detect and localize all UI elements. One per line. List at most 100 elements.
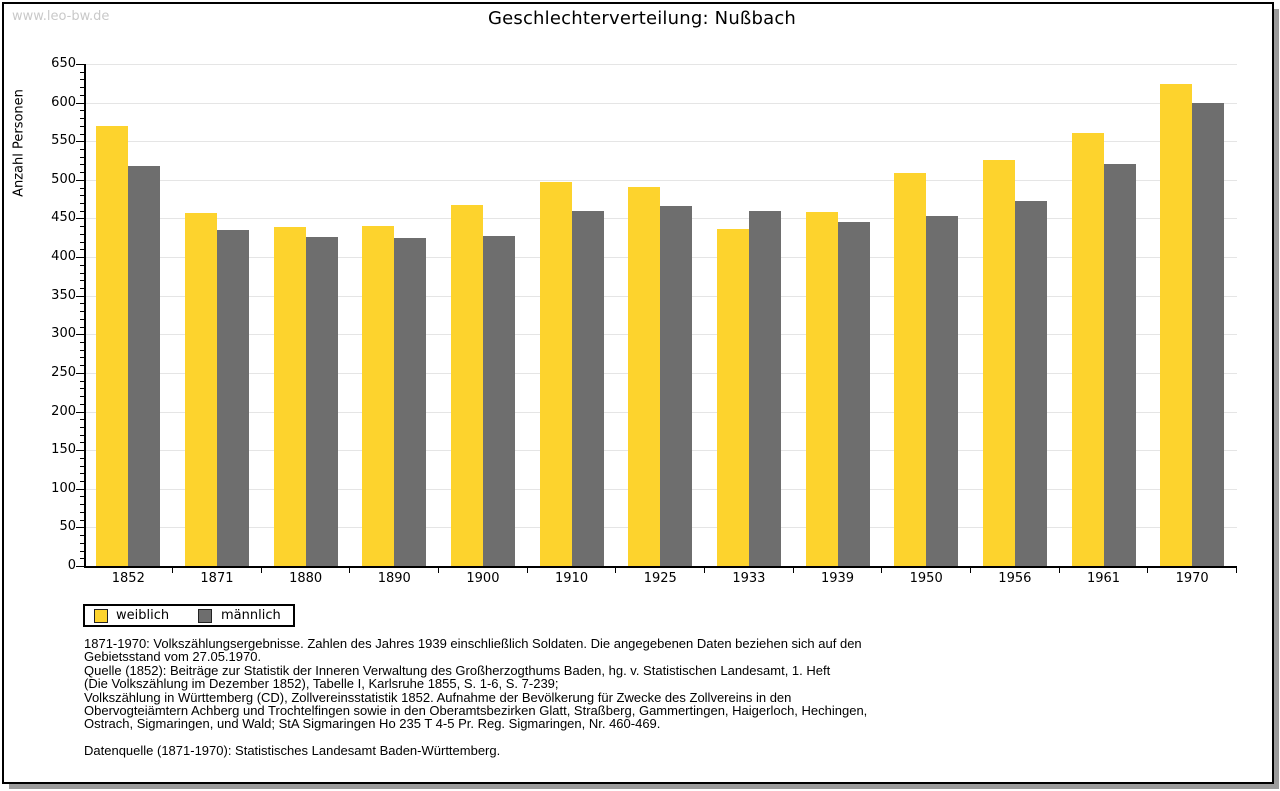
bar-maennlich-1961 (1103, 164, 1136, 566)
chart-title: Geschlechterverteilung: Nußbach (487, 8, 797, 29)
bar-maennlich-1880 (305, 236, 338, 566)
y-tick-minor (80, 357, 84, 359)
y-tick-minor (80, 79, 84, 81)
y-tick-minor (80, 326, 84, 328)
y-tick-minor (80, 496, 84, 498)
y-tick-label: 500 (51, 171, 76, 187)
y-tick-label: 250 (51, 364, 76, 380)
bar-weiblich-1880 (273, 226, 306, 566)
legend: weiblich männlich (83, 604, 295, 627)
y-tick-label: 200 (51, 403, 76, 419)
bar-maennlich-1900 (482, 236, 515, 566)
x-tick-label: 1852 (111, 571, 145, 586)
y-tick-major (76, 64, 84, 65)
x-tick (526, 567, 528, 573)
y-tick-minor (80, 511, 84, 513)
bar-weiblich-1961 (1071, 132, 1104, 566)
bar-maennlich-1871 (216, 230, 249, 566)
y-tick-label: 150 (51, 442, 76, 458)
y-tick-minor (80, 172, 84, 174)
bar-weiblich-1890 (362, 226, 395, 566)
x-tick (881, 567, 883, 573)
bar-weiblich-1910 (539, 182, 572, 566)
y-tick-major (76, 179, 84, 181)
bar-maennlich-1910 (571, 210, 604, 566)
gridline (85, 141, 1237, 143)
datasource-line: Datenquelle (1871-1970): Statistisches L… (84, 743, 501, 759)
x-axis-line (84, 566, 1237, 568)
y-tick-label: 50 (59, 519, 76, 535)
x-tick-label: 1880 (289, 571, 323, 586)
y-tick-minor (80, 118, 84, 120)
y-tick-minor (80, 403, 84, 405)
x-tick-label: 1890 (377, 571, 411, 586)
y-tick-major (76, 411, 84, 413)
y-tick-label: 300 (51, 326, 76, 342)
bar-maennlich-1950 (926, 216, 959, 566)
y-tick-minor (80, 280, 84, 282)
x-tick (438, 567, 440, 573)
y-tick-minor (80, 419, 84, 421)
legend-swatch-weiblich (94, 609, 108, 623)
bar-weiblich-1871 (184, 213, 217, 566)
x-tick (792, 567, 794, 573)
y-tick-minor (80, 426, 84, 428)
y-tick-minor (80, 187, 84, 189)
y-tick-minor (80, 110, 84, 112)
x-tick-label: 1925 (643, 571, 677, 586)
x-tick (704, 567, 706, 573)
y-tick-minor (80, 457, 84, 459)
y-tick-minor (80, 519, 84, 521)
y-tick-label: 650 (51, 56, 76, 71)
y-tick-minor (80, 365, 84, 367)
y-tick-minor (80, 396, 84, 398)
y-tick-major (76, 372, 84, 374)
bar-weiblich-1939 (805, 212, 838, 566)
x-tick-label: 1939 (820, 571, 855, 586)
bar-maennlich-1956 (1014, 200, 1047, 566)
x-tick-label: 1950 (909, 571, 943, 586)
bar-maennlich-1933 (748, 210, 781, 566)
bar-weiblich-1956 (982, 159, 1015, 566)
bar-weiblich-1950 (894, 172, 927, 566)
plot-area: 0 50 100 150 200 250 300 350 400 450 500 550 600 650 1… (4, 4, 1280, 786)
y-tick-minor (80, 318, 84, 320)
y-tick-minor (80, 349, 84, 351)
y-tick-major (76, 488, 84, 490)
y-tick-label: 0 (67, 558, 76, 573)
y-tick-minor (80, 442, 84, 444)
y-tick-minor (80, 535, 84, 537)
bar-weiblich-1970 (1160, 84, 1193, 566)
x-tick-label: 1961 (1086, 571, 1121, 586)
gridline (85, 102, 1237, 104)
legend-label-maennlich: männlich (221, 608, 281, 623)
y-tick-minor (80, 473, 84, 475)
y-tick-label: 400 (51, 249, 76, 265)
y-tick-minor (80, 272, 84, 274)
y-tick-minor (80, 233, 84, 235)
source-note-line: Quelle (1852): Beiträge zur Statistik de… (84, 662, 831, 678)
source-note-line: Volkszählung in Württemberg (CD), Zollve… (84, 689, 792, 705)
y-tick-minor (80, 481, 84, 483)
y-tick-label: 600 (51, 94, 76, 110)
watermark: www.leo-bw.de (12, 9, 110, 24)
y-tick-minor (80, 241, 84, 243)
y-tick-minor (80, 249, 84, 251)
x-tick (1147, 567, 1149, 573)
y-tick-minor (80, 504, 84, 506)
y-tick-minor (80, 87, 84, 89)
y-tick-major (76, 527, 84, 529)
x-tick-label: 1933 (732, 571, 766, 586)
y-tick-minor (80, 148, 84, 150)
x-tick (1058, 567, 1060, 573)
y-tick-label: 550 (51, 133, 76, 149)
bar-maennlich-1970 (1192, 102, 1225, 566)
bar-maennlich-1890 (394, 237, 427, 566)
y-tick-minor (80, 71, 84, 73)
legend-swatch-maennlich (198, 609, 212, 623)
y-tick-label: 450 (51, 210, 76, 226)
x-tick (1236, 567, 1237, 573)
legend-label-weiblich: weiblich (116, 608, 170, 623)
y-tick-minor (80, 210, 84, 212)
